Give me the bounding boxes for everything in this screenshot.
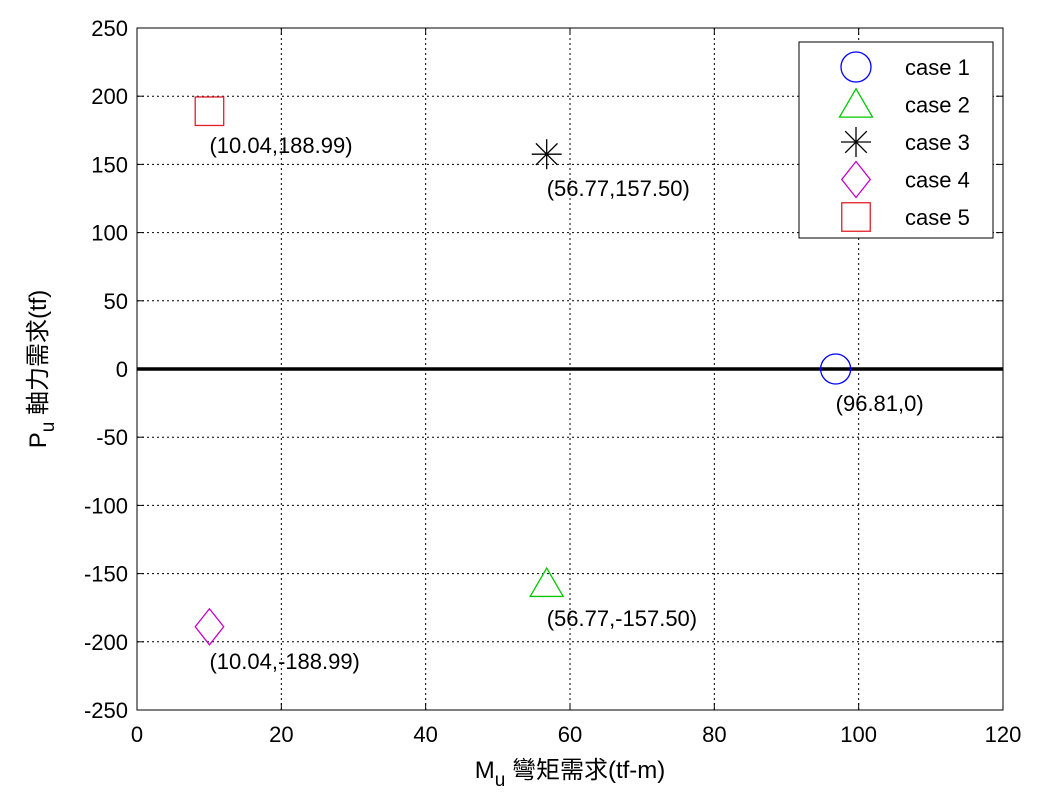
- legend-marker-2: [838, 87, 874, 118]
- y-tick-label: 200: [91, 84, 128, 109]
- legend-box: [798, 41, 994, 239]
- x-tick-label: 20: [269, 722, 293, 747]
- data-label-5: (10.04,188.99): [209, 133, 352, 158]
- data-label-3: (56.77,157.50): [547, 176, 690, 201]
- x-tick-label: 40: [413, 722, 437, 747]
- legend-marker-1: [840, 51, 872, 83]
- y-tick-label: -200: [84, 630, 128, 655]
- legend-label-2: case 2: [905, 93, 970, 118]
- legend-marker-5: [841, 202, 871, 232]
- legend-label-1: case 1: [905, 55, 970, 80]
- x-tick-label: 0: [131, 722, 143, 747]
- data-labels: (96.81,0) (56.77,-157.50) (56.77,157.50) (1…: [209, 133, 923, 674]
- axis-ticks: 0 20 40 60 80 100 120 250 200 150 100 50 0 -50 -100 -15…: [84, 16, 1021, 747]
- legend-marker-4: [840, 160, 872, 199]
- legend-item-2: case 2: [838, 87, 970, 118]
- y-tick-label: 50: [104, 289, 128, 314]
- data-points: [194, 96, 852, 646]
- y-tick-label: 100: [91, 221, 128, 246]
- legend-item-1: case 1: [840, 51, 970, 83]
- data-label-1: (96.81,0): [836, 391, 924, 416]
- y-tick-label: -50: [96, 425, 128, 450]
- legend-item-4: case 4: [840, 160, 970, 199]
- data-point-5: [194, 96, 225, 127]
- y-tick-label: 150: [91, 152, 128, 177]
- legend-label-5: case 5: [905, 205, 970, 230]
- data-point-1: [819, 353, 852, 385]
- legend-item-3: case 3: [841, 127, 970, 157]
- legend-marker-3: [841, 127, 871, 157]
- data-point-3: [531, 139, 562, 170]
- data-label-4: (10.04,-188.99): [209, 649, 359, 674]
- y-tick-label: 0: [116, 357, 128, 382]
- legend-label-3: case 3: [905, 130, 970, 155]
- y-tick-label: -250: [84, 698, 128, 723]
- legend-label-4: case 4: [905, 168, 970, 193]
- data-point-2: [529, 566, 565, 598]
- x-axis-label: Mu 彎矩需求(tf-m): [475, 757, 666, 791]
- y-tick-label: -100: [84, 493, 128, 518]
- x-tick-label: 100: [840, 722, 877, 747]
- y-tick-label: 250: [91, 16, 128, 41]
- data-point-4: [194, 607, 225, 646]
- x-tick-label: 60: [558, 722, 582, 747]
- legend: case 1 case 2 case 3 case 4 case 5: [798, 41, 994, 239]
- y-tick-label: -150: [84, 562, 128, 587]
- y-axis-label: Pu 軸力需求(tf): [25, 290, 59, 449]
- x-tick-label: 120: [985, 722, 1022, 747]
- x-tick-label: 80: [702, 722, 726, 747]
- legend-item-5: case 5: [841, 202, 970, 232]
- data-label-2: (56.77,-157.50): [547, 606, 697, 631]
